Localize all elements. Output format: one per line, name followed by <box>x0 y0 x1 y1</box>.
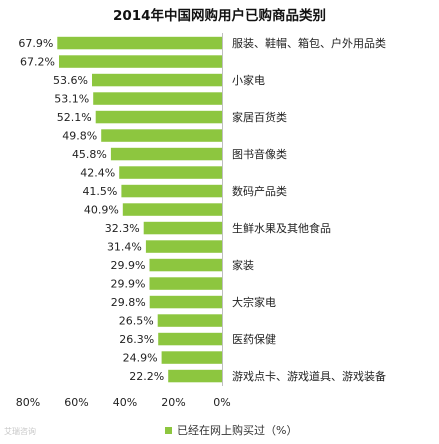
bar <box>149 295 222 309</box>
bar <box>149 277 222 290</box>
bar-value-label: 40.9% <box>84 204 119 217</box>
bar-value-label: 29.9% <box>111 278 146 291</box>
bar <box>59 55 222 68</box>
bar-value-label: 53.1% <box>54 93 89 106</box>
bar-value-label: 26.3% <box>119 333 154 346</box>
bar <box>92 73 222 87</box>
x-tick-label: 0% <box>213 396 230 409</box>
category-label: 数码产品类 <box>232 184 287 198</box>
category-label: 游戏点卡、游戏道具、游戏装备 <box>232 369 386 383</box>
bar <box>110 147 222 161</box>
bar <box>143 221 222 235</box>
bar <box>57 36 222 50</box>
category-label: 生鲜水果及其他食品 <box>232 221 331 235</box>
bar <box>122 203 222 216</box>
category-label: 小家电 <box>232 73 265 87</box>
bar-value-label: 41.5% <box>82 185 117 198</box>
bar-value-label: 22.2% <box>129 370 164 383</box>
bar-value-label: 67.2% <box>20 56 55 69</box>
x-tick-label: 40% <box>113 396 137 409</box>
bar-value-label: 67.9% <box>18 37 53 50</box>
legend: 已经在网上购买过（%） <box>165 422 297 438</box>
category-label: 家居百货类 <box>232 110 287 124</box>
legend-swatch <box>165 426 172 434</box>
bar <box>101 129 222 142</box>
bar-value-label: 53.6% <box>53 74 88 87</box>
chart-title: 2014年中国网购用户已购商品类别 <box>112 8 327 24</box>
x-tick-label: 20% <box>161 396 185 409</box>
watermark: 艾瑞咨询 <box>4 427 36 436</box>
bar-value-label: 32.3% <box>105 222 140 235</box>
bar <box>95 110 222 124</box>
bar <box>158 332 222 346</box>
category-label: 家装 <box>232 258 254 272</box>
bar-value-label: 45.8% <box>72 148 107 161</box>
x-tick-label: 60% <box>64 396 88 409</box>
category-label: 医药保健 <box>232 332 276 346</box>
bar <box>168 369 222 383</box>
bar-value-label: 29.9% <box>111 259 146 272</box>
bar <box>157 314 222 327</box>
bar-value-label: 24.9% <box>123 352 158 365</box>
bar-value-label: 42.4% <box>80 167 115 180</box>
bar <box>161 351 222 364</box>
bar <box>149 258 222 272</box>
category-label: 图书音像类 <box>232 147 287 161</box>
bar-value-label: 29.8% <box>111 296 146 309</box>
bar <box>145 240 222 253</box>
bar <box>119 166 222 179</box>
bar <box>93 92 222 105</box>
category-label: 服装、鞋帽、箱包、户外用品类 <box>232 36 386 50</box>
bar-value-label: 31.4% <box>107 241 142 254</box>
bar-value-label: 52.1% <box>57 111 92 124</box>
legend-label: 已经在网上购买过（%） <box>177 424 298 437</box>
category-label: 大宗家电 <box>232 295 276 309</box>
bar <box>121 184 222 198</box>
x-tick-label: 80% <box>16 396 40 409</box>
bar-value-label: 49.8% <box>62 130 97 143</box>
bar-value-label: 26.5% <box>119 315 154 328</box>
